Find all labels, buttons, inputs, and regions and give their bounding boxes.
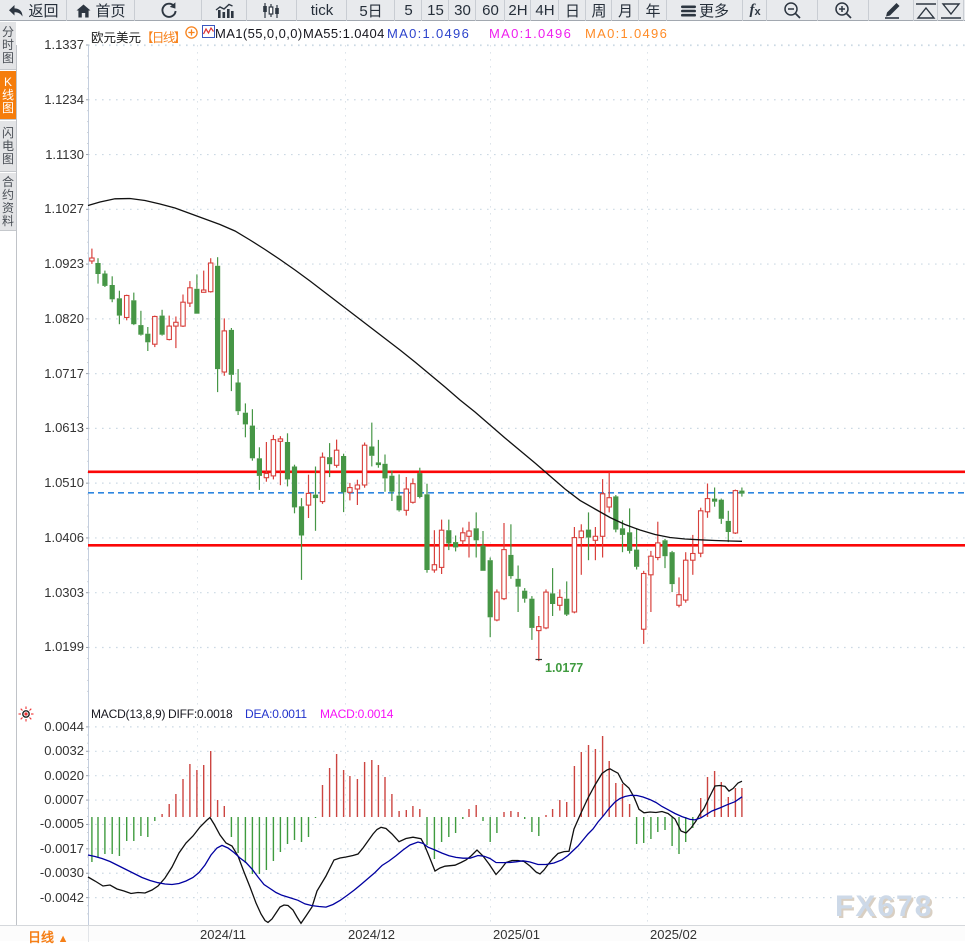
- svg-text:1.0177: 1.0177: [545, 661, 583, 675]
